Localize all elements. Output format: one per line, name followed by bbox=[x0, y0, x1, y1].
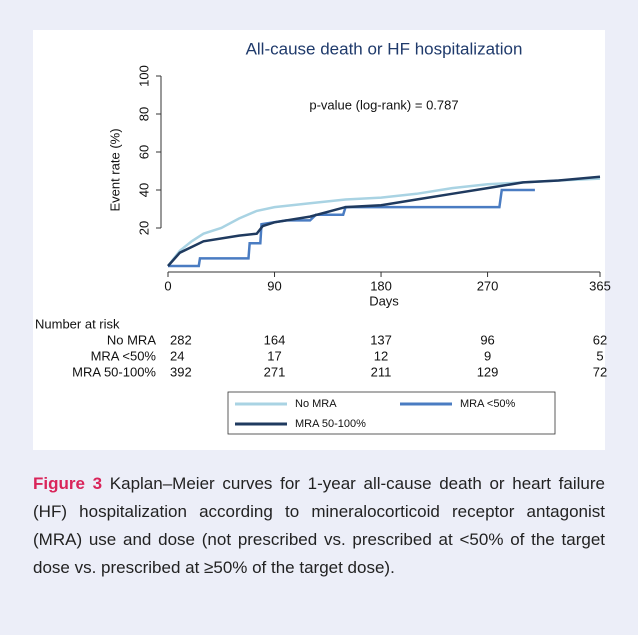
series-line bbox=[167, 175, 601, 267]
caption-text: Kaplan–Meier curves for 1-year all-cause… bbox=[33, 474, 605, 577]
risk-row-label: MRA <50% bbox=[91, 348, 157, 363]
legend-label: MRA 50-100% bbox=[295, 418, 366, 430]
risk-table-title: Number at risk bbox=[35, 316, 120, 331]
annotation: p-value (log-rank) = 0.787 bbox=[309, 97, 458, 112]
risk-value: 9 bbox=[484, 348, 491, 363]
y-tick-label: 60 bbox=[136, 145, 151, 159]
risk-value: 72 bbox=[593, 364, 607, 379]
chart-background bbox=[33, 30, 605, 450]
x-tick-label: 180 bbox=[370, 278, 392, 293]
risk-value: 24 bbox=[170, 348, 184, 363]
risk-value: 137 bbox=[370, 332, 392, 347]
risk-value: 129 bbox=[477, 364, 499, 379]
x-tick-label: 365 bbox=[589, 278, 611, 293]
risk-value: 96 bbox=[480, 332, 494, 347]
risk-value: 62 bbox=[593, 332, 607, 347]
chart: All-cause death or HF hospitalization p-… bbox=[33, 30, 611, 450]
legend-box bbox=[227, 391, 556, 435]
risk-value: 12 bbox=[374, 348, 388, 363]
y-tick-label: 100 bbox=[136, 65, 151, 87]
risk-value: 392 bbox=[170, 364, 192, 379]
risk-value: 282 bbox=[170, 332, 192, 347]
x-tick-label: 0 bbox=[164, 278, 171, 293]
risk-row-label: MRA 50-100% bbox=[72, 364, 156, 379]
series-line bbox=[167, 177, 601, 267]
risk-value: 5 bbox=[596, 348, 603, 363]
risk-value: 211 bbox=[371, 364, 392, 379]
caption-label: Figure 3 bbox=[33, 474, 103, 493]
risk-row-label: No MRA bbox=[107, 332, 156, 347]
y-tick-label: 40 bbox=[136, 183, 151, 197]
x-axis-label: Days bbox=[369, 293, 399, 308]
risk-value: 17 bbox=[267, 348, 281, 363]
y-axis-label: Event rate (%) bbox=[107, 128, 122, 211]
y-tick-label: 80 bbox=[136, 107, 151, 121]
chart-title: All-cause death or HF hospitalization bbox=[246, 39, 523, 58]
risk-value: 164 bbox=[264, 332, 286, 347]
x-tick-label: 90 bbox=[267, 278, 281, 293]
legend-label: MRA <50% bbox=[460, 398, 516, 410]
y-tick-label: 20 bbox=[136, 221, 151, 235]
legend-label: No MRA bbox=[295, 398, 337, 410]
x-tick-label: 270 bbox=[477, 278, 499, 293]
risk-value: 271 bbox=[264, 364, 286, 379]
caption: Figure 3 Kaplan–Meier curves for 1-year … bbox=[33, 470, 605, 582]
